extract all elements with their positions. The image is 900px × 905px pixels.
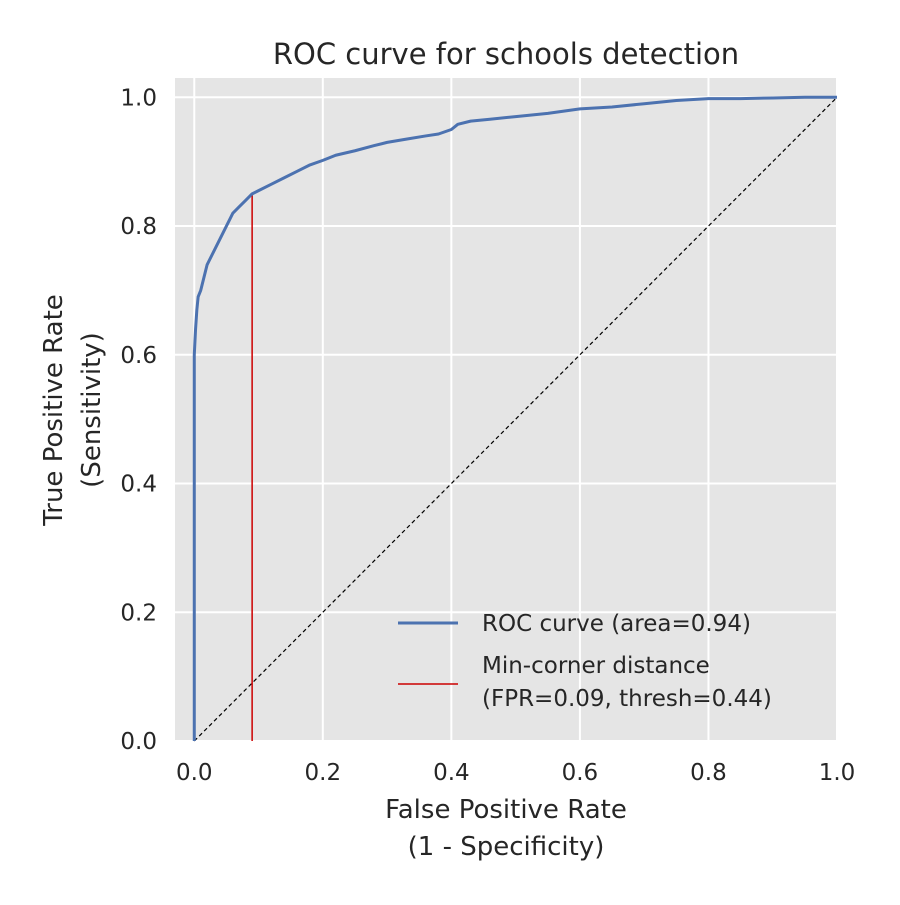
x-tick-label: 0.4 — [433, 760, 470, 786]
y-tick-label: 0.0 — [120, 729, 157, 755]
legend-label-min-corner-2: (FPR=0.09, thresh=0.44) — [482, 686, 772, 712]
plot-background — [175, 78, 837, 741]
y-axis-label: True Positive Rate — [39, 294, 69, 527]
data-layer — [192, 95, 838, 742]
tick-labels: 0.0 0.2 0.4 0.6 0.8 1.0 0.0 0.2 0.4 0.6 0.8 1.0 — [120, 85, 855, 786]
chart-title: ROC curve for schools detection — [273, 37, 739, 71]
legend-label-roc: ROC curve (area=0.94) — [482, 611, 751, 637]
y-tick-label: 0.2 — [120, 600, 157, 626]
y-tick-label: 1.0 — [120, 85, 157, 111]
legend: ROC curve (area=0.94) Min-corner distanc… — [398, 611, 772, 712]
x-axis-sublabel: (1 - Specificity) — [408, 832, 605, 862]
y-tick-label: 0.6 — [120, 343, 157, 369]
y-tick-label: 0.8 — [120, 214, 157, 240]
legend-label-min-corner-1: Min-corner distance — [482, 653, 710, 679]
x-tick-label: 1.0 — [819, 760, 856, 786]
x-tick-label: 0.8 — [690, 760, 727, 786]
x-tick-label: 0.6 — [562, 760, 599, 786]
grid — [175, 78, 838, 742]
chance-diagonal-line — [193, 96, 838, 742]
x-tick-label: 0.2 — [305, 760, 342, 786]
y-axis-sublabel: (Sensitivity) — [77, 332, 107, 488]
x-axis-label: False Positive Rate — [385, 795, 627, 825]
roc-curve-line — [192, 95, 837, 741]
x-tick-label: 0.0 — [176, 760, 213, 786]
y-tick-label: 0.4 — [120, 472, 157, 498]
